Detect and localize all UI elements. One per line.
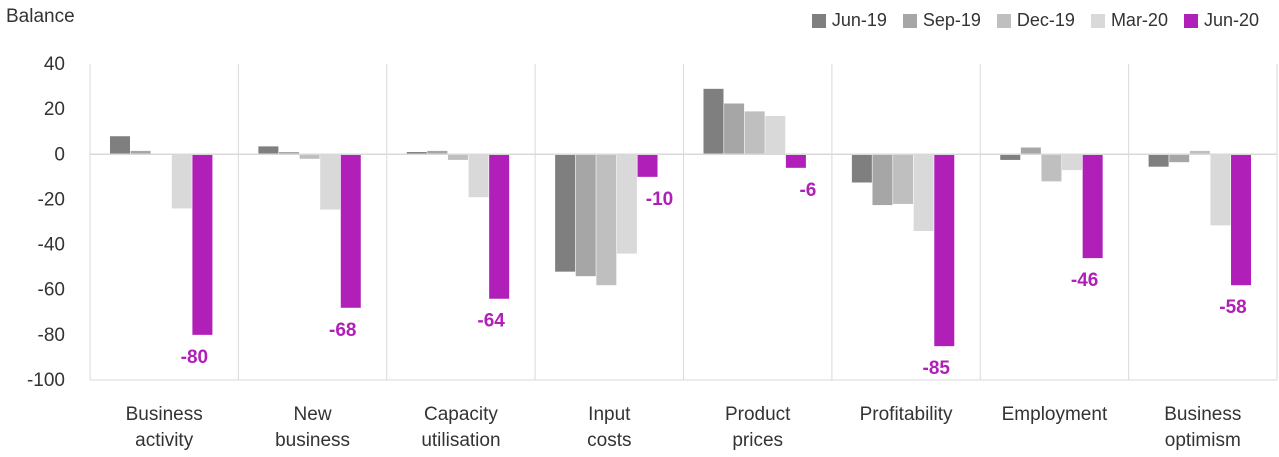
legend-label: Jun-20	[1203, 10, 1259, 30]
bar-sep-19	[575, 154, 596, 277]
x-category-label: prices	[732, 430, 783, 451]
bar-jun-20	[1082, 154, 1103, 259]
x-category-label: costs	[587, 430, 631, 451]
bar-mar-20	[616, 154, 637, 254]
bar-jun-19	[258, 146, 279, 155]
x-category-label: Capacity	[424, 404, 498, 425]
bar-jun-19	[1000, 154, 1021, 160]
bar-jun-19	[851, 154, 872, 183]
data-label: -10	[646, 189, 673, 210]
legend-label: Sep-19	[922, 10, 981, 30]
legend-item: Sep-19	[902, 10, 981, 31]
bar-dec-19	[1189, 150, 1210, 155]
legend-item: Jun-20	[1183, 10, 1259, 31]
bar-sep-19	[1020, 147, 1041, 155]
bar-dec-19	[447, 154, 468, 160]
y-tick-label: -40	[38, 235, 65, 256]
bar-sep-19	[130, 150, 151, 155]
legend-label: Jun-19	[831, 10, 887, 30]
data-label: -58	[1219, 297, 1246, 318]
bar-mar-20	[765, 115, 786, 155]
y-axis-label: Balance	[6, 6, 75, 27]
bar-mar-20	[468, 154, 489, 198]
bar-sep-19	[278, 152, 299, 155]
bar-dec-19	[893, 154, 914, 204]
bar-dec-19	[596, 154, 617, 286]
y-tick-label: -20	[38, 189, 65, 210]
data-label: -46	[1071, 270, 1098, 291]
legend-item: Mar-20	[1090, 10, 1168, 31]
bar-mar-20	[913, 154, 934, 232]
bar-sep-19	[1169, 154, 1190, 163]
y-tick-label: -60	[38, 280, 65, 301]
legend-item: Dec-19	[996, 10, 1075, 31]
bar-jun-20	[637, 154, 658, 177]
data-label: -80	[181, 347, 208, 368]
x-category-label: activity	[135, 430, 194, 451]
bar-mar-20	[320, 154, 341, 210]
legend-swatch	[996, 13, 1011, 28]
x-category-label: Business	[126, 404, 203, 425]
data-label: -64	[477, 311, 505, 332]
x-category-label: Business	[1164, 404, 1241, 425]
legend-swatch	[902, 13, 917, 28]
legend-swatch	[1090, 13, 1105, 28]
legend: Jun-19 Sep-19 Dec-19 Mar-20 Jun-20	[811, 10, 1259, 31]
bar-jun-19	[555, 154, 576, 272]
bar-dec-19	[744, 111, 765, 155]
x-category-label: Input	[588, 404, 631, 425]
data-label: -6	[799, 180, 816, 201]
x-category-label: Employment	[1002, 404, 1108, 425]
bar-jun-20	[340, 154, 361, 308]
bar-jun-20	[934, 154, 955, 347]
bar-jun-20	[785, 154, 806, 168]
y-tick-label: 20	[44, 99, 65, 120]
x-category-label: optimism	[1165, 430, 1241, 451]
bar-sep-19	[427, 150, 448, 155]
bar-jun-20	[489, 154, 510, 299]
bar-mar-20	[1062, 154, 1083, 171]
x-category-label: New	[294, 404, 332, 425]
data-label: -68	[329, 320, 356, 341]
y-tick-label: -100	[27, 370, 65, 391]
legend-item: Jun-19	[811, 10, 887, 31]
y-tick-label: 0	[54, 144, 65, 165]
bar-jun-20	[192, 154, 213, 335]
legend-swatch	[811, 13, 826, 28]
bar-jun-19	[703, 88, 724, 155]
bar-sep-19	[872, 154, 893, 206]
bar-sep-19	[724, 103, 745, 155]
bar-mar-20	[171, 154, 192, 209]
legend-label: Dec-19	[1016, 10, 1075, 30]
x-category-label: utilisation	[421, 430, 500, 451]
x-category-label: Profitability	[860, 404, 953, 425]
x-category-label: Product	[725, 404, 791, 425]
data-label: -85	[923, 358, 951, 379]
y-tick-label: -80	[38, 325, 65, 346]
bar-jun-19	[110, 136, 130, 155]
bar-dec-19	[299, 154, 320, 159]
bar-jun-19	[1148, 154, 1169, 167]
y-tick-label: 40	[44, 54, 65, 75]
bar-dec-19	[1041, 154, 1062, 182]
bar-mar-20	[1210, 154, 1231, 226]
legend-label: Mar-20	[1110, 10, 1168, 30]
legend-swatch	[1183, 13, 1198, 28]
x-category-label: business	[275, 430, 350, 451]
bar-jun-20	[1231, 154, 1252, 286]
bar-jun-19	[406, 152, 427, 155]
